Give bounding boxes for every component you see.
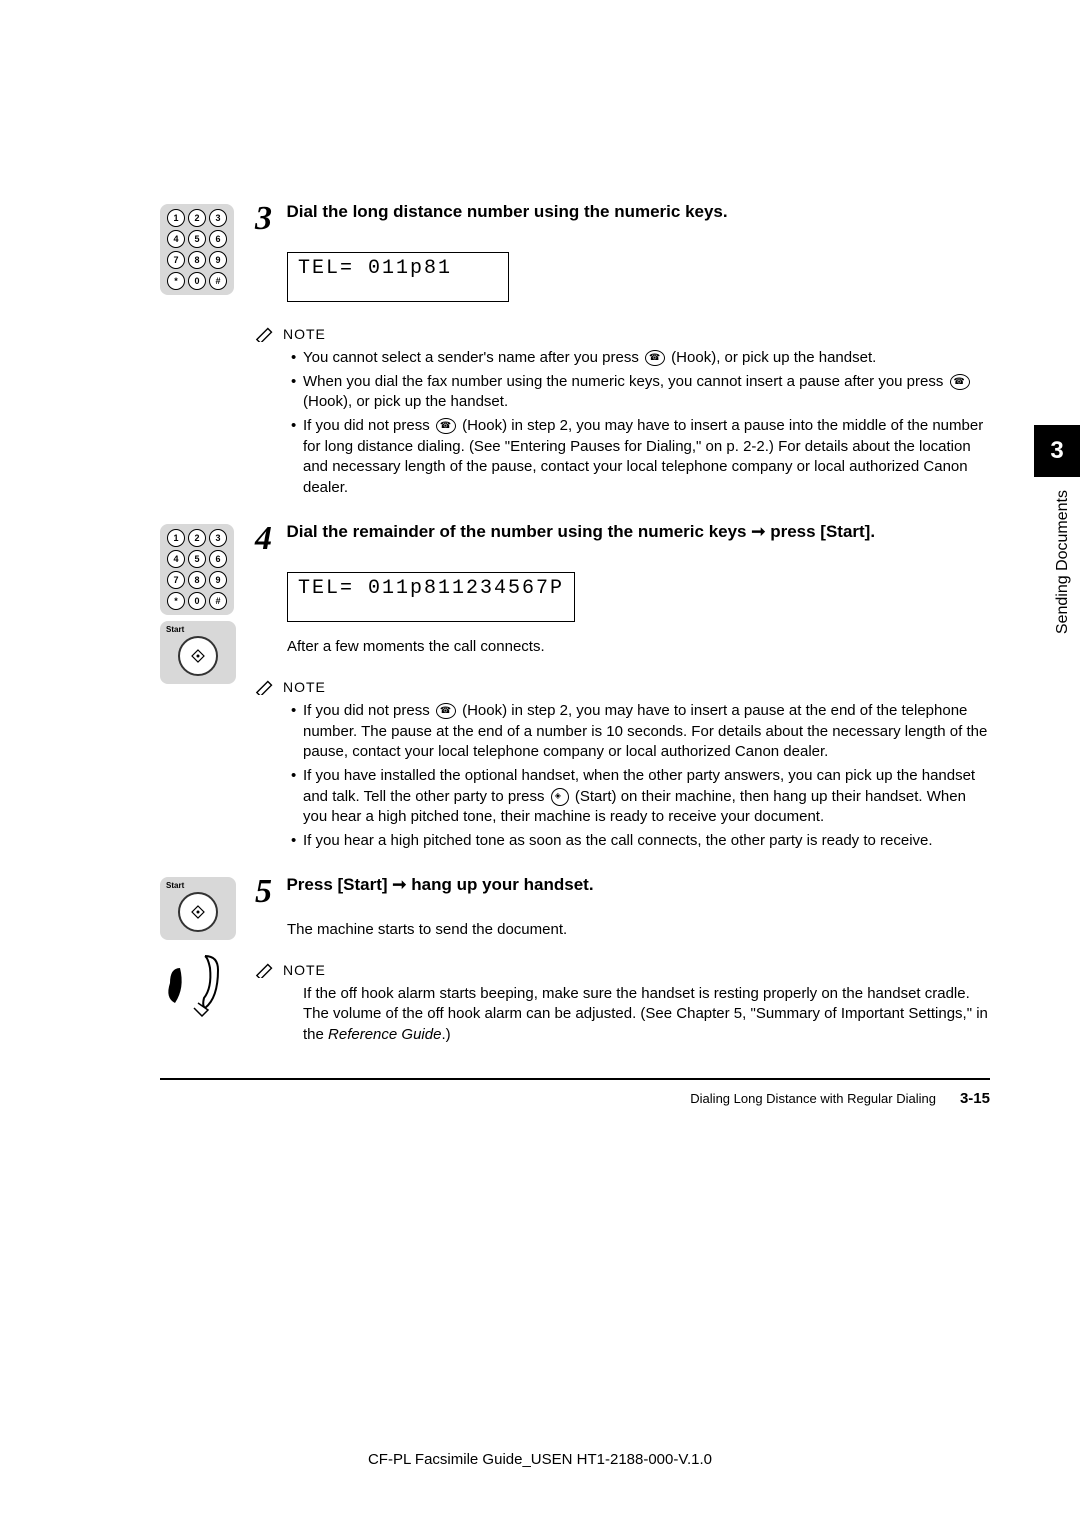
note-header: NOTE: [255, 962, 990, 978]
hook-icon: [950, 374, 970, 390]
page-number: 3-15: [960, 1090, 990, 1107]
start-label: Start: [166, 881, 230, 890]
step3-number: 3: [255, 200, 272, 237]
key: 2: [188, 529, 206, 547]
key: *: [167, 272, 185, 290]
step5-number: 5: [255, 873, 272, 910]
step-5: Start 5 Press [Start] ➞ hang up your han…: [160, 873, 990, 1046]
key: 0: [188, 272, 206, 290]
key: 4: [167, 230, 185, 248]
step4-title: Dial the remainder of the number using t…: [286, 522, 875, 541]
start-circle-icon: [178, 892, 218, 932]
step3-lcd: TEL= 011p81: [287, 252, 509, 302]
start-button-icon: Start: [160, 621, 236, 684]
note-header: NOTE: [255, 326, 990, 342]
keypad-icon: 1 2 3 4 5 6 7 8 9 * 0 #: [160, 204, 234, 295]
hook-icon: [436, 703, 456, 719]
step-4: 1 2 3 4 5 6 7 8 9 * 0 # Start: [160, 520, 990, 855]
step5-icons: Start: [160, 873, 255, 1018]
key: 3: [209, 209, 227, 227]
note-item: You cannot select a sender's name after …: [291, 348, 990, 369]
hook-icon: [436, 418, 456, 434]
key: 0: [188, 592, 206, 610]
key: 6: [209, 230, 227, 248]
document-code: CF-PL Facsimile Guide_USEN HT1-2188-000-…: [368, 1451, 712, 1468]
note-item: If you have installed the optional hands…: [291, 766, 990, 828]
key: *: [167, 592, 185, 610]
footer-rule: [160, 1078, 990, 1080]
step3-title: Dial the long distance number using the …: [286, 202, 727, 221]
start-button-icon: Start: [160, 877, 236, 940]
key: 5: [188, 230, 206, 248]
note-header: NOTE: [255, 679, 990, 695]
start-icon: [551, 788, 569, 806]
key: 3: [209, 529, 227, 547]
key: 8: [188, 571, 206, 589]
note-label: NOTE: [283, 326, 326, 342]
key: 5: [188, 550, 206, 568]
key: 7: [167, 251, 185, 269]
step4-icons: 1 2 3 4 5 6 7 8 9 * 0 # Start: [160, 520, 255, 684]
key: 4: [167, 550, 185, 568]
step4-number: 4: [255, 520, 272, 557]
step5-note: If the off hook alarm starts beeping, ma…: [303, 984, 990, 1046]
key: 9: [209, 251, 227, 269]
key: 1: [167, 209, 185, 227]
step-3: 1 2 3 4 5 6 7 8 9 * 0 # 3 Dial the long …: [160, 200, 990, 502]
step5-title: Press [Start] ➞ hang up your handset.: [286, 875, 593, 894]
key: 9: [209, 571, 227, 589]
footer: Dialing Long Distance with Regular Diali…: [160, 1090, 990, 1107]
key: 7: [167, 571, 185, 589]
pencil-icon: [255, 326, 277, 342]
handset-icon: [160, 948, 224, 1018]
key: #: [209, 592, 227, 610]
pencil-icon: [255, 962, 277, 978]
key: 6: [209, 550, 227, 568]
keypad-icon: 1 2 3 4 5 6 7 8 9 * 0 #: [160, 524, 234, 615]
hook-icon: [645, 350, 665, 366]
key: 8: [188, 251, 206, 269]
note-item: When you dial the fax number using the n…: [291, 372, 990, 413]
step5-after: The machine starts to send the document.: [287, 921, 990, 938]
key: 1: [167, 529, 185, 547]
step3-icons: 1 2 3 4 5 6 7 8 9 * 0 #: [160, 200, 255, 295]
step4-notes: If you did not press (Hook) in step 2, y…: [291, 701, 990, 852]
start-label: Start: [166, 625, 230, 634]
key: #: [209, 272, 227, 290]
step4-after: After a few moments the call connects.: [287, 638, 990, 655]
pencil-icon: [255, 679, 277, 695]
note-item: If you hear a high pitched tone as soon …: [291, 831, 990, 852]
note-item: If you did not press (Hook) in step 2, y…: [291, 416, 990, 499]
footer-section: Dialing Long Distance with Regular Diali…: [690, 1091, 936, 1106]
key: 2: [188, 209, 206, 227]
start-circle-icon: [178, 636, 218, 676]
step4-lcd: TEL= 011p811234567P: [287, 572, 575, 622]
note-item: If you did not press (Hook) in step 2, y…: [291, 701, 990, 763]
note-label: NOTE: [283, 962, 326, 978]
note-label: NOTE: [283, 679, 326, 695]
step3-notes: You cannot select a sender's name after …: [291, 348, 990, 499]
